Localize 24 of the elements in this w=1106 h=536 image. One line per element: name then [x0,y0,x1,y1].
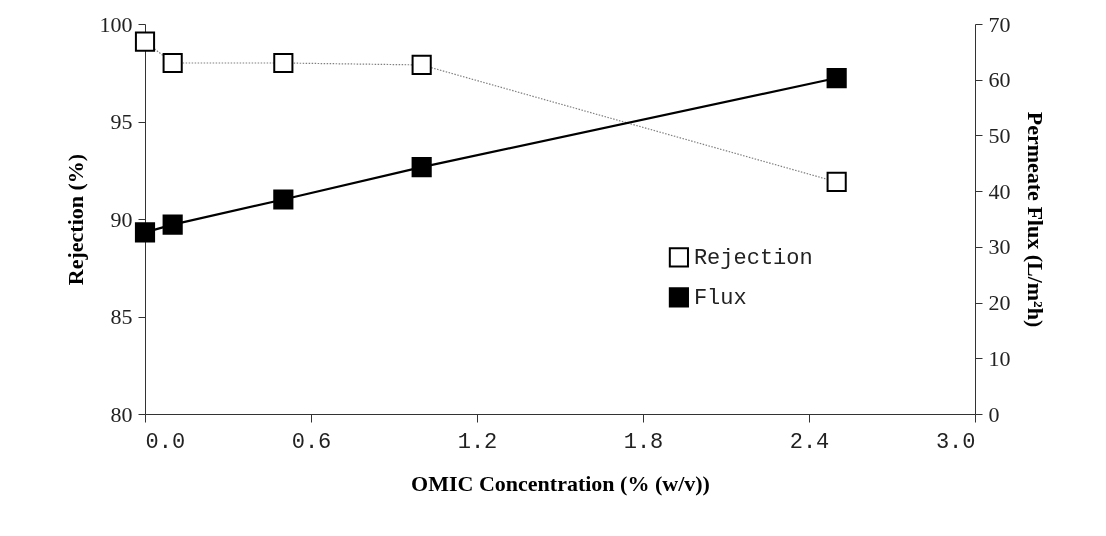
y2-tick-label: 60 [988,67,1011,93]
y2-tick-label: 10 [988,345,1011,371]
y-tick-label: 100 [99,11,133,37]
x-tick-label: 2.4 [789,429,830,455]
x-tick-label: 3.0 [935,429,976,455]
legend-label: Flux [693,286,747,312]
y2-axis-title: Permeate Flux (L/m²h) [1022,111,1048,328]
y-tick-label: 95 [110,109,133,134]
y2-tick-label: 50 [988,122,1011,148]
y2-tick-label: 0 [988,401,1000,427]
x-tick-label: 1.8 [623,429,664,455]
x-tick-label: 0.0 [145,429,186,455]
y-tick-label: 80 [110,401,133,427]
y2-tick-label: 30 [988,234,1011,260]
y-tick-label: 85 [110,304,133,329]
legend-label: Rejection [693,246,813,272]
y2-tick-label: 20 [988,290,1011,316]
x-axis-title: OMIC Concentration (% (w/v)) [411,470,710,496]
x-tick-label: 1.2 [457,429,498,455]
y2-tick-label: 70 [988,11,1011,37]
y-tick-label: 90 [110,206,133,232]
x-tick-label: 0.6 [291,429,332,455]
y2-tick-label: 40 [988,178,1011,204]
y-axis-title: Rejection (%) [62,153,88,286]
